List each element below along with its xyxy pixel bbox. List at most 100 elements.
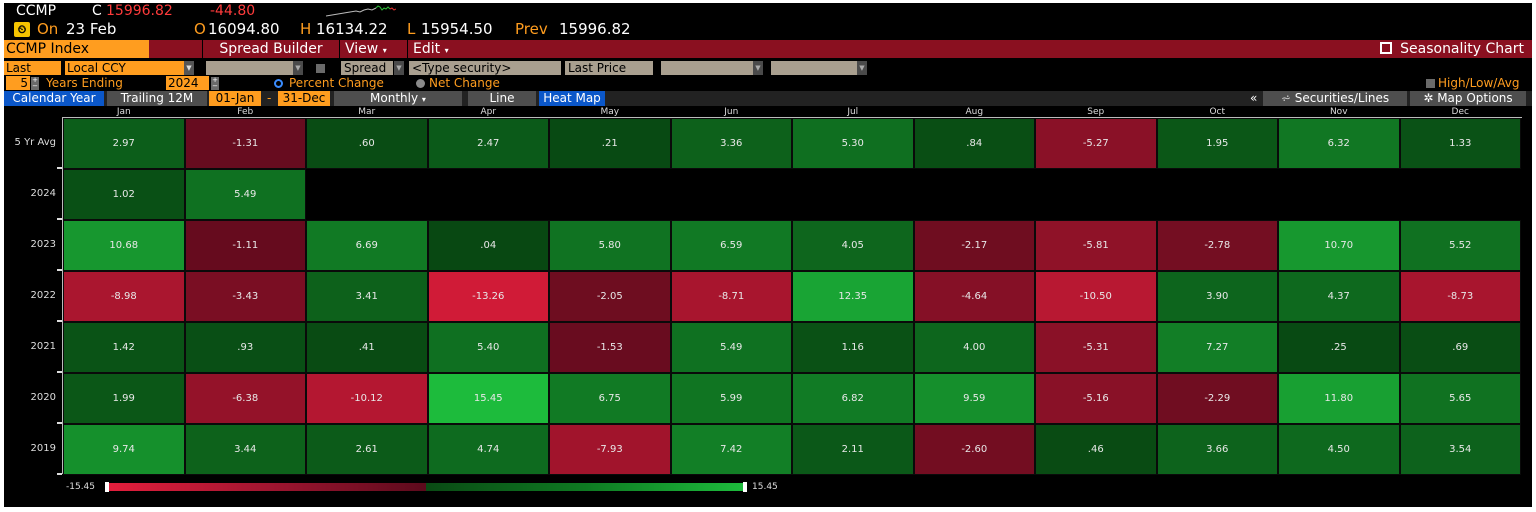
heat-map-cell[interactable]: 3.44 xyxy=(184,424,306,475)
heat-map-cell[interactable]: 6.75 xyxy=(549,373,671,424)
heat-map-cell[interactable]: -2.05 xyxy=(549,271,671,322)
heat-map-cell[interactable]: 7.27 xyxy=(1156,322,1278,373)
heat-map-cell[interactable]: 1.42 xyxy=(63,322,185,373)
heat-map-cell[interactable]: -2.29 xyxy=(1156,373,1278,424)
tab-calendar-year[interactable]: Calendar Year xyxy=(4,91,104,106)
seasonality-chart-title[interactable]: Seasonality Chart xyxy=(1380,40,1524,58)
security-field[interactable]: <Type security> xyxy=(409,61,561,75)
heat-map-cell[interactable]: 9.59 xyxy=(913,373,1035,424)
years-input[interactable]: 5 xyxy=(6,76,30,90)
spread-builder-menu[interactable]: Spread Builder xyxy=(202,40,339,58)
heat-map-cell[interactable]: 5.99 xyxy=(670,373,792,424)
blank-select-3[interactable] xyxy=(771,61,857,75)
end-year-spinner[interactable]: + − xyxy=(211,76,219,90)
heat-map-cell[interactable]: -5.31 xyxy=(1035,322,1157,373)
heat-map-cell[interactable]: 5.65 xyxy=(1399,373,1521,424)
heat-map-cell[interactable]: -4.64 xyxy=(913,271,1035,322)
heat-map-cell[interactable]: 9.74 xyxy=(63,424,185,475)
heat-map-cell[interactable]: .04 xyxy=(427,220,549,271)
heat-map-cell[interactable]: 6.69 xyxy=(306,220,428,271)
heat-map-cell[interactable]: -8.98 xyxy=(63,271,185,322)
percent-change-radio[interactable] xyxy=(274,79,283,88)
frequency-select[interactable]: Monthly ▾ xyxy=(334,91,462,106)
heat-map-cell[interactable]: -1.31 xyxy=(184,118,306,169)
security-input[interactable]: CCMP Index xyxy=(4,40,149,58)
heat-map-cell[interactable]: -2.60 xyxy=(913,424,1035,475)
heat-map-cell[interactable]: .21 xyxy=(549,118,671,169)
heat-map-cell[interactable]: 12.35 xyxy=(792,271,914,322)
heat-map-cell[interactable]: 5.52 xyxy=(1399,220,1521,271)
spread-checkbox[interactable] xyxy=(316,64,325,73)
heat-map-cell[interactable]: 5.80 xyxy=(549,220,671,271)
blank-select-1[interactable] xyxy=(206,61,293,75)
heat-map-cell[interactable]: -1.53 xyxy=(549,322,671,373)
heat-map-cell[interactable]: 1.33 xyxy=(1399,118,1521,169)
heat-map-cell[interactable]: 5.40 xyxy=(427,322,549,373)
high-low-avg-checkbox[interactable] xyxy=(1426,79,1435,88)
net-change-radio[interactable] xyxy=(416,79,425,88)
heat-map-cell[interactable]: 4.00 xyxy=(913,322,1035,373)
heat-map-cell[interactable]: 4.50 xyxy=(1278,424,1400,475)
heat-map-cell[interactable]: .46 xyxy=(1035,424,1157,475)
heat-map-cell[interactable]: 2.11 xyxy=(792,424,914,475)
colorbar-max-handle[interactable] xyxy=(743,482,747,492)
heat-map-cell[interactable]: 6.32 xyxy=(1278,118,1400,169)
years-spinner[interactable]: + − xyxy=(31,76,39,90)
heat-map-cell[interactable]: 2.61 xyxy=(306,424,428,475)
heat-map-cell[interactable]: 10.70 xyxy=(1278,220,1400,271)
heat-map-cell[interactable]: .93 xyxy=(184,322,306,373)
view-menu[interactable]: View ▾ xyxy=(339,40,407,58)
tab-line[interactable]: Line xyxy=(468,91,536,106)
heat-map-cell[interactable]: -8.73 xyxy=(1399,271,1521,322)
heat-map-cell[interactable]: 4.05 xyxy=(792,220,914,271)
heat-map-cell[interactable]: 3.66 xyxy=(1156,424,1278,475)
heat-map-cell[interactable]: -10.12 xyxy=(306,373,428,424)
heat-map-cell[interactable]: 7.42 xyxy=(670,424,792,475)
edit-menu[interactable]: Edit ▾ xyxy=(407,40,469,58)
securities-lines-button[interactable]: ⩫ Securities/Lines xyxy=(1263,91,1407,106)
heat-map-cell[interactable]: -8.71 xyxy=(670,271,792,322)
heat-map-cell[interactable]: 11.80 xyxy=(1278,373,1400,424)
spread-select[interactable]: Spread xyxy=(341,61,393,75)
chevron-down-icon[interactable]: ▼ xyxy=(293,61,303,75)
heat-map-cell[interactable]: .84 xyxy=(913,118,1035,169)
end-year-input[interactable]: 2024 xyxy=(166,76,209,90)
chevron-down-icon[interactable]: ▼ xyxy=(857,61,867,75)
heat-map-cell[interactable]: 3.54 xyxy=(1399,424,1521,475)
heat-map-cell[interactable]: 1.99 xyxy=(63,373,185,424)
heat-map-cell[interactable]: 1.16 xyxy=(792,322,914,373)
chevron-down-icon[interactable]: ▼ xyxy=(753,61,763,75)
heat-map-cell[interactable]: -6.38 xyxy=(184,373,306,424)
heat-map-cell[interactable]: -10.50 xyxy=(1035,271,1157,322)
heat-map-cell[interactable]: .60 xyxy=(306,118,428,169)
start-date-input[interactable]: 01-Jan xyxy=(209,91,261,106)
heat-map-cell[interactable]: -2.78 xyxy=(1156,220,1278,271)
heat-map-cell[interactable]: -3.43 xyxy=(184,271,306,322)
heat-map-cell[interactable]: 4.37 xyxy=(1278,271,1400,322)
heat-map-cell[interactable]: 4.74 xyxy=(427,424,549,475)
colorbar-min-handle[interactable] xyxy=(105,482,109,492)
heat-map-cell[interactable]: 10.68 xyxy=(63,220,185,271)
field2-select[interactable]: Last Price xyxy=(565,61,653,75)
heat-map-cell[interactable]: 5.49 xyxy=(670,322,792,373)
heat-map-cell[interactable]: 5.49 xyxy=(184,169,306,220)
heat-map-cell[interactable]: -7.93 xyxy=(549,424,671,475)
heat-map-cell[interactable]: 2.97 xyxy=(63,118,185,169)
gauge-icon[interactable]: ⏲ xyxy=(14,22,30,37)
currency-select[interactable]: Local CCY xyxy=(65,61,185,75)
heat-map-cell[interactable]: 1.02 xyxy=(63,169,185,220)
heat-map-cell[interactable]: 3.41 xyxy=(306,271,428,322)
field-select[interactable]: Last Price xyxy=(4,61,61,90)
heat-map-cell[interactable]: 2.47 xyxy=(427,118,549,169)
heat-map-cell[interactable]: -5.27 xyxy=(1035,118,1157,169)
tab-trailing-12m[interactable]: Trailing 12M xyxy=(107,91,207,106)
heat-map-cell[interactable]: .25 xyxy=(1278,322,1400,373)
heat-map-cell[interactable]: .69 xyxy=(1399,322,1521,373)
heat-map-cell[interactable]: 6.82 xyxy=(792,373,914,424)
heat-map-cell[interactable]: -2.17 xyxy=(913,220,1035,271)
heat-map-cell[interactable]: -5.81 xyxy=(1035,220,1157,271)
chevron-down-icon[interactable]: ▼ xyxy=(394,61,404,75)
tab-heat-map[interactable]: Heat Map xyxy=(539,91,605,106)
heat-map-cell[interactable]: 3.90 xyxy=(1156,271,1278,322)
heat-map-cell[interactable]: 6.59 xyxy=(670,220,792,271)
